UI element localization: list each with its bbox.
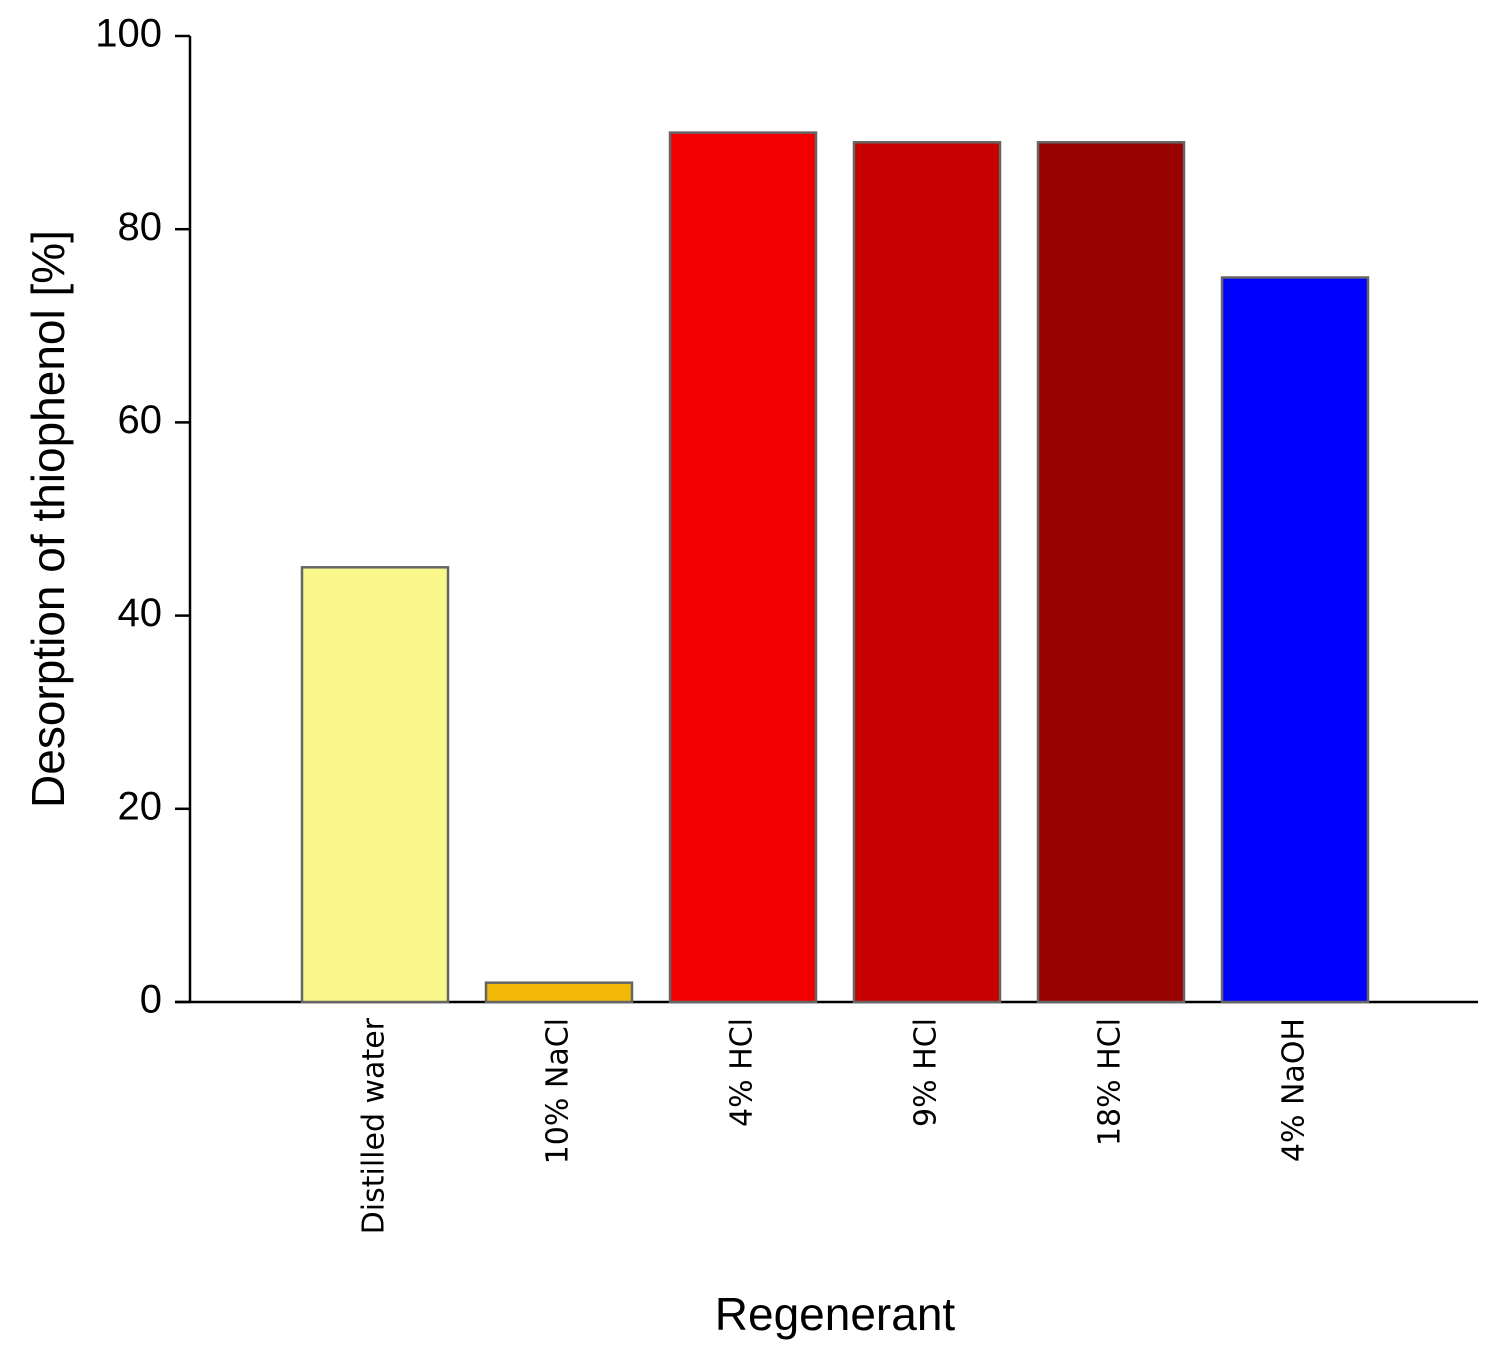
y-tick-label: 100 (95, 12, 162, 56)
y-tick-label: 80 (118, 205, 163, 249)
bar (1220, 276, 1370, 1004)
y-tick-label: 40 (118, 591, 163, 635)
x-tick-label: 18% HCl (1093, 1018, 1128, 1146)
bar (300, 566, 450, 1004)
x-tick-label: 9% HCl (909, 1018, 944, 1127)
bar (852, 141, 1002, 1004)
x-tick-label: 10% NaCl (541, 1018, 576, 1164)
y-tick-label: 60 (118, 398, 163, 442)
x-tick-label: Distilled water (357, 1017, 392, 1234)
y-tick-label: 0 (140, 978, 162, 1022)
y-axis-title: Desorption of thiophenol [%] (22, 230, 74, 808)
x-tick-label: 4% HCl (725, 1018, 760, 1127)
bar (484, 981, 634, 1004)
y-tick-label: 20 (118, 784, 163, 828)
x-tick-label: 4% NaOH (1277, 1018, 1312, 1162)
bar (1036, 141, 1186, 1004)
x-axis-title: Regenerant (715, 1288, 956, 1340)
bar (668, 131, 818, 1004)
